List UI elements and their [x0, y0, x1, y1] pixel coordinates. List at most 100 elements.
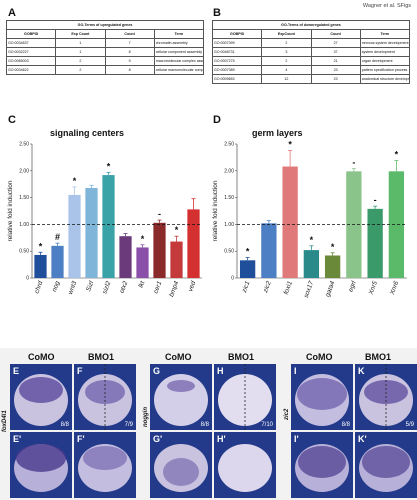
image-count: 7/9 — [124, 422, 133, 428]
embryo-image-h: H 7/10 — [214, 364, 276, 430]
bar — [239, 260, 256, 278]
significance-marker: * — [246, 247, 250, 257]
significance-marker: * — [175, 225, 179, 235]
embryo-graphic — [154, 374, 208, 426]
category-label: nog — [51, 280, 61, 293]
category-label: foxi1 — [283, 280, 294, 296]
significance-marker: - — [158, 209, 161, 219]
chart-germ-layers: 0 0.50 1.00 1.50 2.00 2.50 relative fold induc… — [212, 139, 407, 299]
column-header-como: CoMO — [306, 352, 333, 362]
table-cell: GO:0065003 — [5, 56, 57, 66]
chart-title-signaling: signaling centers — [50, 128, 125, 138]
table-cell: 7 — [104, 38, 155, 48]
significance-marker: - — [374, 195, 377, 205]
bar — [303, 250, 320, 278]
table-cell: chromatin assembly — [153, 38, 205, 48]
chart-signaling-centers: 0 0.50 1.00 1.50 2.00 2.50 relative fold induc… — [7, 142, 202, 298]
y-tick-label: 0.50 — [224, 249, 234, 255]
table-cell: GO:0009653 — [211, 74, 263, 84]
embryo-image-g-prime: G' — [150, 432, 212, 498]
image-label: I — [294, 366, 297, 376]
image-count: 8/8 — [60, 422, 69, 428]
category-label: sox17 — [303, 280, 316, 299]
category-label: zic2 — [262, 280, 273, 295]
image-label: E — [13, 366, 20, 376]
bar — [119, 236, 132, 278]
category-label: zic1 — [241, 280, 252, 295]
embryo-image-h-prime: H' — [214, 432, 276, 498]
embryo-graphic — [218, 444, 272, 492]
table-header: Exp Count — [55, 29, 106, 39]
significance-marker: * — [331, 242, 335, 252]
embryo-image-i: I 8/8 — [291, 364, 353, 430]
image-count: 8/8 — [200, 422, 209, 428]
table-header: GOBPID — [5, 29, 57, 39]
table-caption: GO-Terms of downregulated genes — [212, 20, 410, 30]
embryo-graphic — [295, 374, 349, 426]
table-cell: organ development — [359, 56, 411, 66]
embryo-graphic — [14, 444, 68, 492]
significance-marker: * — [395, 150, 399, 160]
bar — [136, 247, 149, 278]
bar — [68, 194, 81, 278]
category-label: Xnr5 — [367, 280, 379, 297]
image-label: K' — [358, 434, 367, 444]
table-cell: 23 — [310, 74, 361, 84]
category-label: lkt — [138, 279, 147, 289]
category-label: bmp4 — [168, 280, 180, 298]
embryo-graphic — [359, 364, 413, 430]
column-header-bmo1: BMO1 — [88, 352, 115, 362]
table-cell: 2 — [55, 56, 106, 66]
bar — [102, 175, 115, 278]
table-cell: 12 — [261, 74, 312, 84]
y-tick-label: 0.50 — [19, 249, 29, 255]
category-label: ved — [187, 280, 197, 293]
table-cell: anatomical structure development — [359, 74, 411, 84]
table-cell: system development — [359, 47, 411, 57]
image-label: H' — [217, 434, 226, 444]
table-header: GOBPID — [211, 29, 263, 39]
y-tick-label: 0 — [26, 276, 29, 282]
table-cell: 1 — [55, 38, 106, 48]
table-header: ExpCount — [261, 29, 312, 39]
panel-label-d: D — [213, 114, 221, 126]
table-cell: 23 — [310, 65, 361, 75]
table-cell: 8 — [104, 47, 155, 57]
bar — [388, 171, 405, 278]
bar — [324, 255, 341, 278]
category-label: cer1 — [152, 280, 163, 295]
bar — [153, 222, 166, 278]
table-row: GO:0009653 12 23 anatomical structure devel… — [211, 74, 411, 84]
panel-label-c: C — [8, 114, 16, 126]
y-tick-label: 2.50 — [224, 142, 234, 148]
category-label: Xnr6 — [389, 280, 401, 297]
significance-marker: * — [288, 139, 292, 149]
table-cell: cellular macromolecular complex assembly — [153, 65, 205, 75]
bar — [51, 245, 64, 278]
table-cell: 4 — [261, 65, 312, 75]
embryo-graphic — [78, 444, 132, 492]
significance-marker: * — [73, 176, 77, 186]
image-label: H — [217, 366, 224, 376]
gene-label-noggin: noggin — [143, 407, 149, 427]
embryo-image-k: K 5/9 — [355, 364, 417, 430]
table-cell: 9 — [104, 56, 155, 66]
embryo-image-g: G 8/8 — [150, 364, 212, 430]
image-label: E' — [13, 434, 22, 444]
table-header: Term — [153, 29, 205, 39]
image-count: 5/9 — [405, 422, 414, 428]
image-count: 8/8 — [341, 422, 350, 428]
y-tick-label: 2.00 — [19, 168, 29, 174]
bar — [170, 241, 183, 278]
table-cell: 21 — [310, 56, 361, 66]
embryo-graphic — [295, 444, 349, 492]
category-label: wnt3 — [67, 280, 78, 296]
table-header: Count — [104, 29, 155, 39]
image-label: G' — [153, 434, 163, 444]
image-label: F' — [77, 434, 85, 444]
table-cell: 8 — [104, 65, 155, 75]
embryo-image-i-prime: I' — [291, 432, 353, 498]
table-row: GO:0007389 4 23 pattern specification proce… — [211, 65, 411, 75]
table-cell: 1 — [55, 47, 106, 57]
